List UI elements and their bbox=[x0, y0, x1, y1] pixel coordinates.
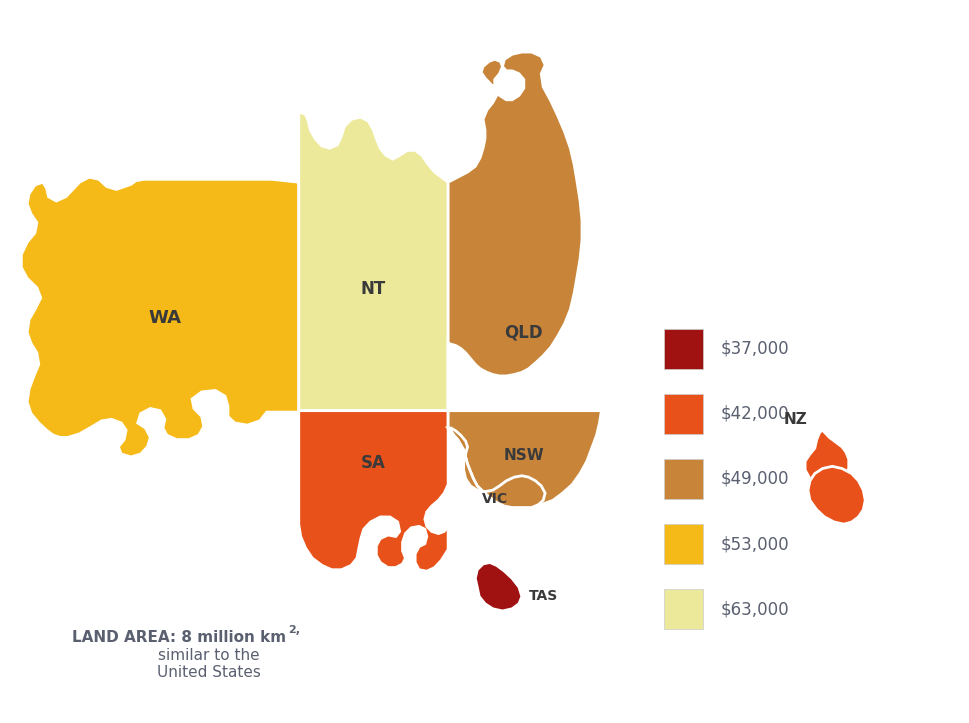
Text: $42,000: $42,000 bbox=[720, 405, 789, 423]
Text: TAS: TAS bbox=[528, 589, 557, 604]
Polygon shape bbox=[804, 430, 848, 486]
Text: SA: SA bbox=[360, 454, 386, 471]
Text: LAND AREA: 8 million km: LAND AREA: 8 million km bbox=[73, 630, 286, 645]
Text: 2,: 2, bbox=[288, 625, 299, 636]
Polygon shape bbox=[664, 459, 703, 499]
Polygon shape bbox=[448, 411, 601, 508]
Polygon shape bbox=[664, 394, 703, 434]
Polygon shape bbox=[21, 177, 298, 457]
Text: $63,000: $63,000 bbox=[720, 600, 789, 618]
Text: United States: United States bbox=[156, 665, 261, 680]
Text: QLD: QLD bbox=[504, 324, 543, 341]
Text: WA: WA bbox=[148, 309, 181, 327]
Polygon shape bbox=[664, 524, 703, 564]
Text: $53,000: $53,000 bbox=[720, 535, 789, 553]
Polygon shape bbox=[807, 466, 864, 524]
Text: VIC: VIC bbox=[482, 492, 507, 506]
Polygon shape bbox=[448, 52, 581, 411]
Polygon shape bbox=[448, 428, 545, 508]
Polygon shape bbox=[475, 562, 521, 611]
Text: NZ: NZ bbox=[783, 412, 806, 427]
Polygon shape bbox=[298, 411, 448, 571]
Polygon shape bbox=[298, 112, 448, 411]
Polygon shape bbox=[664, 329, 703, 369]
Text: $37,000: $37,000 bbox=[720, 340, 789, 358]
Text: NT: NT bbox=[360, 281, 386, 298]
Text: NSW: NSW bbox=[503, 448, 544, 463]
Text: similar to the: similar to the bbox=[158, 648, 259, 662]
Text: $49,000: $49,000 bbox=[720, 470, 789, 488]
Polygon shape bbox=[664, 589, 703, 629]
